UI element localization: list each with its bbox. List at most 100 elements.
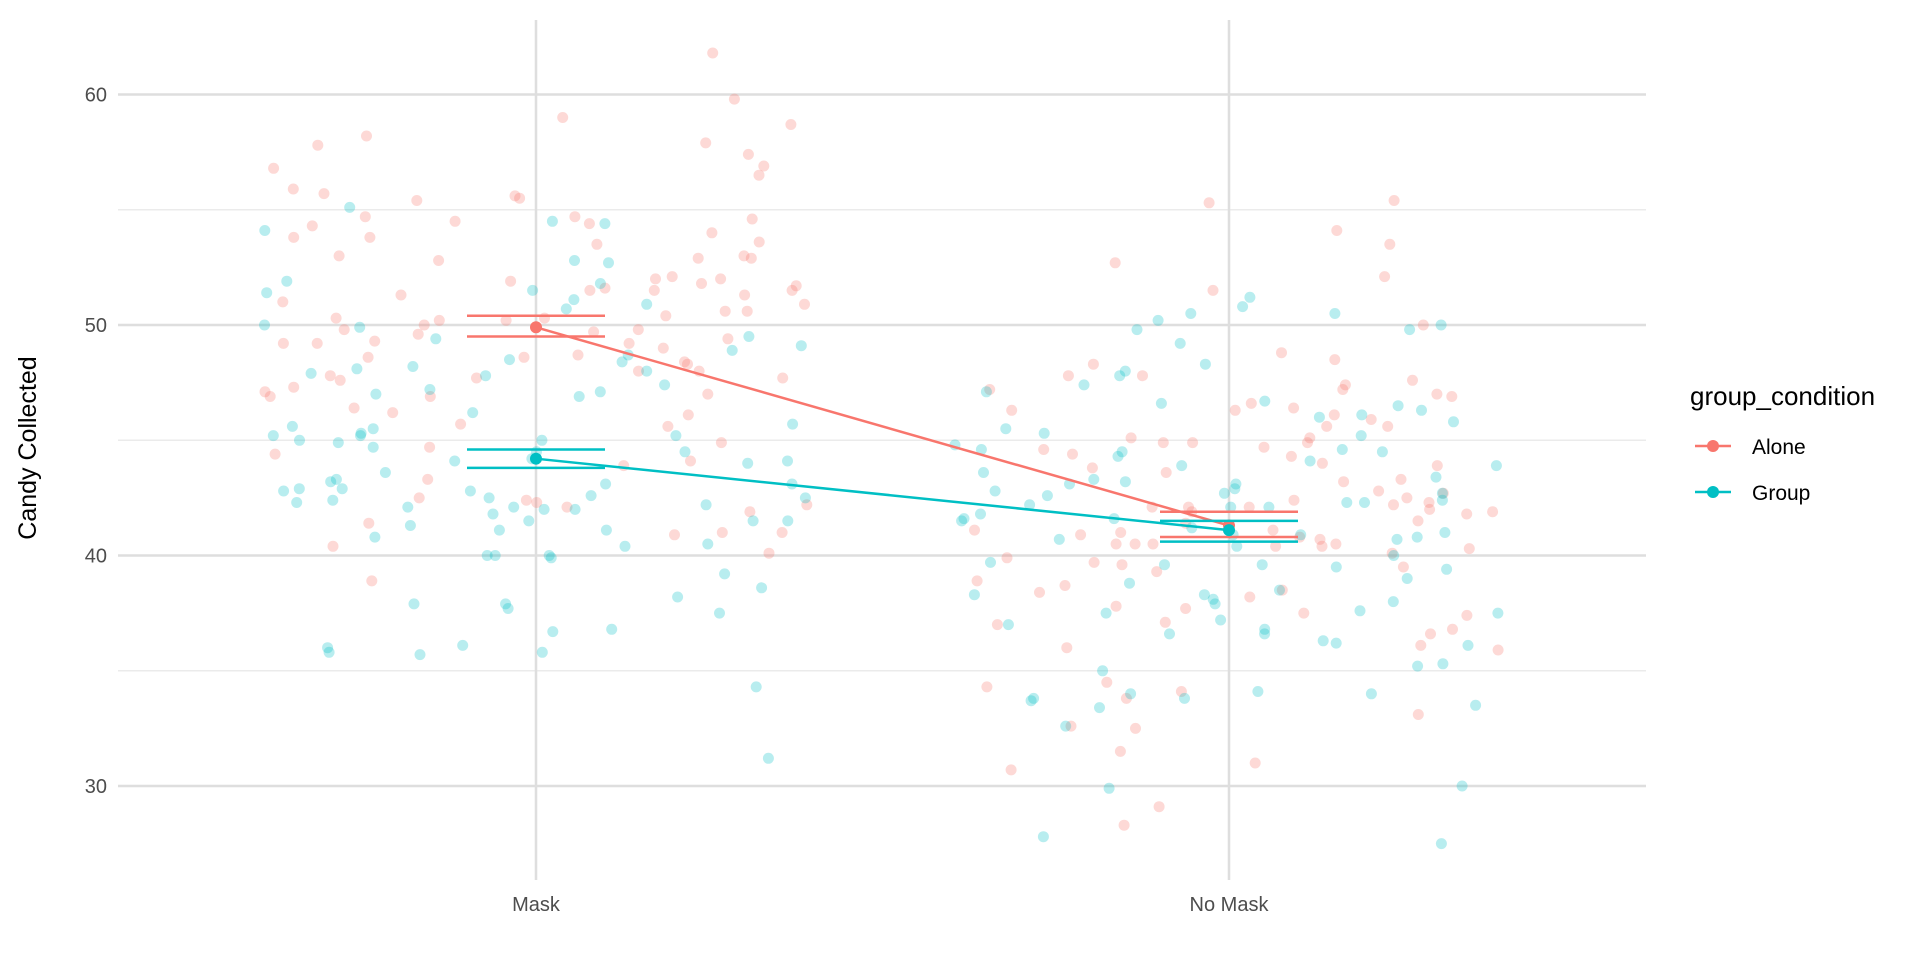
data-point-alone xyxy=(753,236,765,248)
data-point-alone xyxy=(799,298,810,310)
data-point-group xyxy=(1114,370,1126,382)
y-axis-title: Candy Collected xyxy=(14,356,42,539)
data-point-group xyxy=(603,257,614,269)
data-point-group xyxy=(989,485,1001,497)
data-point-alone xyxy=(433,314,445,326)
data-point-alone xyxy=(719,305,731,317)
data-point-alone xyxy=(1244,591,1256,603)
data-point-alone xyxy=(1115,527,1127,538)
y-tick-label: 40 xyxy=(85,546,107,568)
data-point-alone xyxy=(1415,639,1427,651)
data-point-alone xyxy=(1412,515,1424,527)
data-point-group xyxy=(1376,446,1388,458)
data-point-alone xyxy=(1229,404,1241,416)
data-point-group xyxy=(1456,780,1468,792)
data-point-alone xyxy=(1180,603,1192,614)
data-point-alone xyxy=(1110,538,1122,550)
data-point-alone xyxy=(277,296,289,308)
data-point-group xyxy=(742,457,754,469)
data-point-group xyxy=(1229,483,1241,495)
data-point-group xyxy=(1174,337,1186,349)
legend-entries: Alone Group xyxy=(1695,436,1810,505)
data-point-group xyxy=(1355,430,1367,442)
data-point-group xyxy=(1024,499,1036,511)
data-point-alone xyxy=(362,351,374,363)
data-point-alone xyxy=(682,358,693,370)
data-point-group xyxy=(1256,559,1268,571)
data-point-alone xyxy=(679,356,690,368)
data-point-alone xyxy=(366,575,378,587)
data-point-alone xyxy=(509,190,521,202)
data-point-group xyxy=(330,473,342,485)
data-point-alone xyxy=(395,289,407,301)
y-tick-label: 30 xyxy=(85,776,107,798)
data-point-group xyxy=(351,363,363,375)
data-point-alone xyxy=(1120,692,1132,704)
data-point-alone xyxy=(618,460,630,472)
legend-title: group_condition xyxy=(1690,381,1875,411)
data-point-alone xyxy=(449,215,461,227)
data-point-alone xyxy=(1288,402,1300,414)
data-point-group xyxy=(1259,628,1271,640)
data-point-alone xyxy=(1314,533,1326,545)
data-point-alone xyxy=(1386,547,1398,559)
data-point-group xyxy=(799,492,811,504)
data-point-alone xyxy=(599,282,611,294)
data-point-group xyxy=(1401,573,1413,584)
data-point-group xyxy=(449,455,461,467)
data-point-alone xyxy=(991,619,1003,631)
data-point-alone xyxy=(1461,609,1473,621)
data-point-group xyxy=(367,423,379,435)
data-point-alone xyxy=(1463,543,1475,555)
data-point-alone xyxy=(1159,616,1171,628)
data-point-alone xyxy=(359,211,371,223)
data-point-alone xyxy=(739,289,751,301)
data-point-alone xyxy=(662,420,674,432)
data-point-alone xyxy=(715,273,727,285)
data-point-group xyxy=(1317,635,1329,647)
data-point-group xyxy=(322,642,334,654)
data-point-alone xyxy=(1446,391,1458,402)
data-point-alone xyxy=(1338,476,1350,488)
data-point-group xyxy=(1124,577,1135,589)
data-point-group xyxy=(1359,497,1370,508)
data-point-group xyxy=(355,430,366,442)
data-point-alone xyxy=(1339,379,1351,391)
data-point-alone xyxy=(1330,538,1342,550)
data-point-group xyxy=(1439,527,1451,538)
data-point-alone xyxy=(984,384,996,395)
data-point-alone xyxy=(1492,644,1504,656)
data-point-group xyxy=(1025,695,1037,707)
data-point-group xyxy=(261,287,273,299)
data-point-group xyxy=(467,407,479,419)
data-point-alone xyxy=(1276,347,1287,359)
data-point-group xyxy=(1209,598,1221,610)
data-point-alone xyxy=(569,211,581,223)
data-point-group xyxy=(1412,660,1424,672)
data-point-group xyxy=(980,386,992,398)
data-point-group xyxy=(641,365,653,377)
data-point-alone xyxy=(790,280,802,292)
data-point-group xyxy=(1041,490,1053,502)
data-point-group xyxy=(743,331,755,342)
data-point-group xyxy=(672,591,684,603)
data-point-group xyxy=(616,356,628,368)
data-point-alone xyxy=(1285,450,1297,462)
data-point-group xyxy=(404,520,416,531)
data-point-alone xyxy=(584,284,596,296)
data-point-group xyxy=(1329,308,1341,319)
data-point-alone xyxy=(1110,600,1122,612)
x-tick-labels: Mask No Mask xyxy=(512,894,1269,916)
data-point-alone xyxy=(1382,420,1394,432)
data-point-group xyxy=(379,467,391,478)
data-point-group xyxy=(1470,699,1482,711)
data-point-alone xyxy=(1109,257,1121,269)
data-point-group xyxy=(975,444,987,455)
data-point-alone xyxy=(1388,499,1399,511)
data-point-group xyxy=(1100,607,1112,619)
data-point-group xyxy=(782,515,794,527)
y-tick-label: 60 xyxy=(85,85,107,107)
data-point-alone xyxy=(1157,437,1169,449)
data-point-alone xyxy=(330,312,342,324)
